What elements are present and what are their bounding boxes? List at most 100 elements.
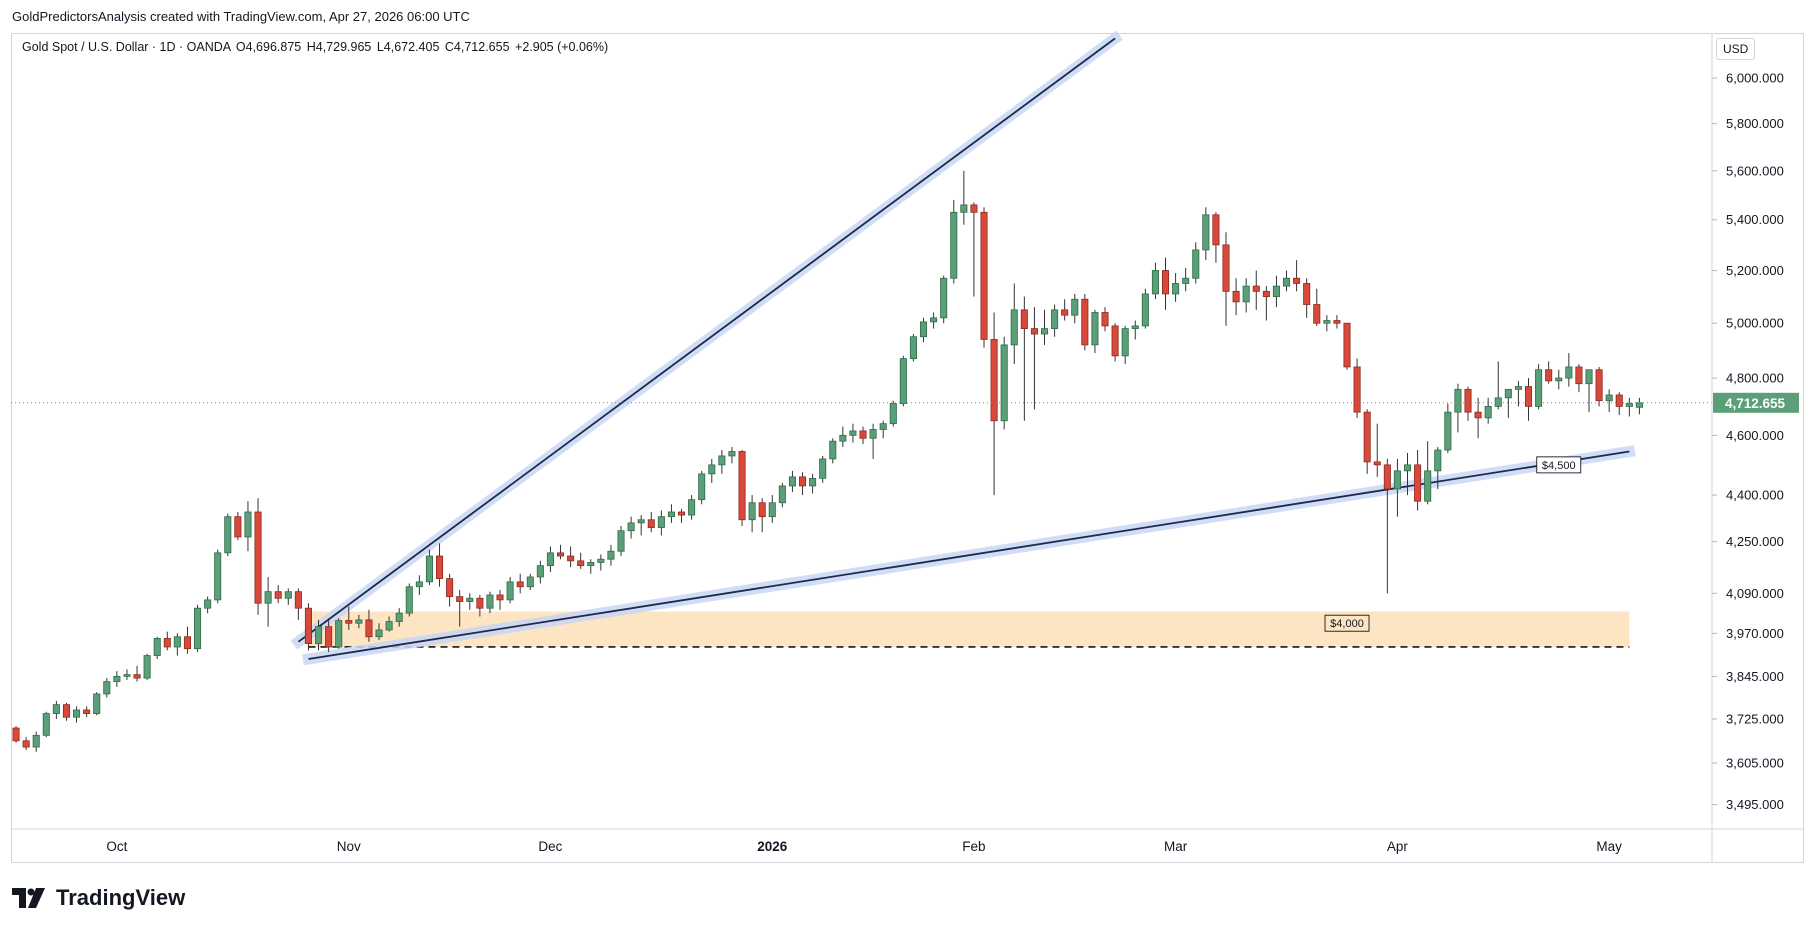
candle	[62, 702, 70, 721]
candle-body	[1161, 270, 1170, 295]
candle	[768, 495, 776, 523]
price-tick-label: 3,495.000	[1726, 797, 1784, 812]
candle-body	[980, 211, 988, 340]
candle-body	[385, 621, 393, 631]
candle	[859, 426, 867, 445]
candle-body	[1444, 411, 1452, 451]
candle	[244, 501, 252, 552]
candle-body	[1434, 449, 1442, 472]
candle	[1393, 458, 1401, 517]
candle-body	[93, 693, 101, 714]
candle-body	[1020, 309, 1028, 330]
candle	[405, 583, 413, 617]
candle-body	[1363, 411, 1371, 463]
candle	[546, 546, 554, 573]
candle-body	[778, 485, 786, 504]
candle	[1242, 278, 1250, 313]
candle-body	[788, 476, 796, 487]
candle-body	[667, 511, 675, 518]
candle	[1625, 397, 1633, 417]
candle-body	[577, 560, 585, 567]
candle	[264, 576, 272, 627]
candle	[1252, 270, 1260, 310]
candle-body	[425, 555, 433, 583]
candle-body	[1071, 298, 1079, 316]
time-tick-label: Feb	[962, 839, 985, 854]
candle-body	[859, 430, 867, 439]
candle-body	[173, 636, 181, 648]
candle	[809, 473, 817, 494]
candle-body	[446, 578, 454, 597]
candle-body	[1091, 312, 1099, 346]
candle	[1635, 397, 1643, 415]
candle-body	[617, 530, 625, 552]
time-tick-label: Apr	[1387, 839, 1409, 854]
candle	[123, 669, 131, 680]
candle	[1101, 307, 1109, 332]
candle	[1040, 309, 1049, 345]
candle-body	[1353, 366, 1361, 413]
currency-selector[interactable]: USD	[1716, 38, 1756, 60]
candle-body	[627, 522, 635, 532]
close-value: C4,712.655	[444, 40, 510, 54]
price-tick-label: 4,250.000	[1726, 534, 1784, 549]
candle	[204, 596, 212, 614]
candle	[587, 559, 595, 574]
candle	[284, 588, 292, 605]
candle-body	[1212, 214, 1220, 246]
symbol-legend[interactable]: Gold Spot / U.S. Dollar · 1D · OANDA O4,…	[22, 40, 608, 54]
candle-body	[1262, 290, 1270, 297]
candle-body	[1272, 285, 1280, 297]
candle-body	[1545, 369, 1553, 382]
candle-body	[123, 674, 131, 677]
candle	[1403, 452, 1412, 496]
candle	[173, 633, 181, 656]
price-annotation-box	[1536, 456, 1582, 474]
candle	[304, 603, 312, 651]
candle-body	[738, 451, 746, 521]
candle	[214, 549, 222, 604]
candle	[163, 631, 171, 651]
candle	[788, 470, 796, 493]
candle-body	[1514, 386, 1522, 390]
candle	[1061, 299, 1069, 321]
candle-body	[819, 458, 827, 479]
candle-body	[879, 423, 887, 430]
candle-body	[1454, 388, 1462, 413]
last-price-badge	[1713, 392, 1799, 413]
candle	[930, 312, 938, 329]
candle	[829, 438, 837, 464]
candle-body	[587, 562, 595, 567]
candle	[1293, 260, 1301, 292]
candle	[254, 498, 262, 615]
change-value: +2.905 (+0.06%)	[515, 40, 609, 54]
candle	[1081, 293, 1089, 351]
candle-body	[940, 277, 948, 319]
candle-body	[204, 599, 212, 609]
candle	[355, 614, 363, 629]
candle	[1272, 275, 1280, 308]
candle	[1545, 361, 1553, 384]
symbol-name[interactable]: Gold Spot / U.S. Dollar · 1D · OANDA	[22, 40, 231, 54]
candle	[849, 423, 857, 443]
candle	[83, 706, 91, 718]
candle-body	[930, 317, 938, 323]
candle	[960, 170, 968, 225]
price-annotation-box	[1324, 614, 1370, 632]
candle-body	[1040, 328, 1049, 335]
candle	[73, 706, 81, 723]
trendline-layer	[290, 30, 1636, 666]
candle	[456, 590, 464, 627]
time-tick-label: May	[1596, 839, 1622, 854]
candle	[738, 450, 746, 526]
candle	[1333, 315, 1341, 329]
candle	[1504, 388, 1512, 418]
candle-body	[1101, 312, 1109, 327]
candle-body	[1303, 283, 1311, 305]
candle	[839, 426, 847, 448]
tradingview-brand[interactable]: TradingView	[12, 885, 185, 911]
candle	[1454, 383, 1462, 433]
candle	[385, 616, 393, 632]
candle	[637, 515, 645, 536]
